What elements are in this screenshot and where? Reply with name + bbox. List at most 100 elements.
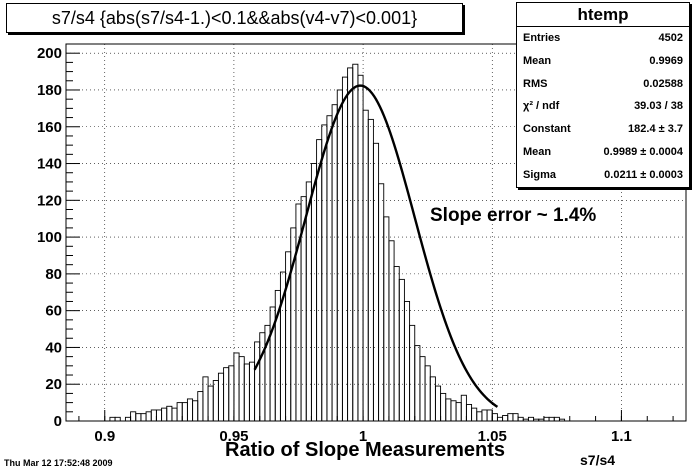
histogram-bin: [455, 402, 462, 422]
histogram-bin: [357, 74, 364, 422]
histogram-bin: [336, 89, 343, 422]
histogram-bin: [238, 356, 245, 422]
histogram-bin: [372, 142, 380, 422]
histogram-bin: [347, 67, 354, 422]
stats-value: 0.9969: [649, 54, 683, 67]
histogram-bin: [114, 416, 121, 422]
histogram-bin: [450, 400, 457, 422]
y-tick-label: 140: [37, 156, 62, 173]
histogram-bin: [109, 416, 116, 422]
stats-label: Sigma: [523, 168, 557, 181]
histogram-bin: [352, 63, 359, 422]
histogram-bin: [403, 301, 411, 422]
x-axis-title: Ratio of Slope Measurements: [225, 439, 506, 461]
tick-labels: 0.9 0.95 1 1.05 1.1 0 20 40 60 80 100 120 140 160 180 2…: [37, 45, 632, 445]
x-tick-label: 1.1: [611, 428, 632, 445]
histogram-bin: [166, 405, 173, 422]
histogram-bin: [124, 416, 132, 422]
stats-row-sigma: Sigma 0.0211 ± 0.0003: [517, 164, 689, 187]
stats-box: htemp Entries 4502 Mean 0.9969 RMS 0.025…: [516, 2, 690, 188]
stats-label: Constant: [523, 123, 571, 136]
histogram-bin: [429, 376, 436, 422]
stats-label: Entries: [523, 32, 561, 44]
histogram-bin: [476, 411, 483, 422]
histogram-bin: [388, 240, 395, 422]
histogram-bin: [321, 124, 328, 422]
histogram-bin: [181, 402, 188, 422]
histogram-bin: [527, 416, 535, 422]
histogram-bin: [512, 413, 519, 422]
histogram-bin: [393, 266, 400, 422]
plot-frame: [65, 43, 687, 422]
stats-row-fit-mean: Mean 0.9989 ± 0.0004: [517, 141, 689, 164]
histogram-bin: [316, 139, 323, 422]
histogram-bin: [502, 415, 509, 422]
stats-label: Mean: [523, 54, 552, 67]
histogram-bin: [310, 163, 318, 422]
histogram-bin: [507, 413, 514, 422]
histogram-bin: [543, 416, 550, 422]
y-tick-label: 0: [54, 413, 62, 430]
histogram-bin: [486, 409, 493, 422]
y-tick-label: 120: [37, 192, 62, 209]
histogram-bin: [259, 332, 266, 422]
histogram-bin: [248, 361, 256, 422]
x-tick-label: 0.9: [94, 428, 115, 445]
histogram-bin: [409, 324, 416, 422]
stats-row-rms: RMS 0.02588: [517, 73, 689, 96]
y-tick-label: 20: [45, 376, 62, 393]
histogram-bin: [217, 372, 225, 422]
stats-row-chi2: χ² / ndf 39.03 / 38: [517, 95, 689, 118]
stats-value: 39.03 / 38: [634, 100, 683, 113]
histogram-bin: [465, 403, 473, 422]
y-tick-label: 200: [37, 45, 62, 62]
histogram-bin: [434, 385, 442, 422]
histogram-bin: [202, 376, 209, 422]
histogram-bin: [150, 409, 157, 422]
stats-label: Mean: [523, 145, 552, 158]
y-tick-label: 100: [37, 229, 62, 246]
fit-curve-group: [253, 84, 499, 408]
timestamp: Thu Mar 12 17:52:48 2009: [4, 458, 113, 468]
stats-label: χ² / ndf: [523, 100, 560, 113]
y-tick-label: 80: [45, 266, 62, 283]
histogram-bin: [378, 183, 385, 422]
x-tick-label: 1: [359, 428, 367, 445]
histogram-bin: [331, 104, 338, 422]
histogram-bars: [109, 63, 566, 422]
histogram-bin: [383, 216, 390, 422]
histogram-bin: [130, 411, 137, 422]
axis-ticks: [66, 52, 674, 422]
histogram-bin: [228, 365, 235, 422]
stats-value: 4502: [658, 32, 683, 44]
stats-value: 0.0211 ± 0.0003: [604, 168, 683, 181]
stats-value: 182.4 ± 3.7: [628, 123, 683, 136]
stats-histogram-name: htemp: [517, 3, 689, 27]
histogram-bin: [326, 115, 333, 422]
histogram-bin: [243, 363, 250, 422]
histogram-bin: [305, 181, 312, 422]
x-tick-label: 0.95: [219, 428, 248, 445]
y-tick-label: 40: [45, 339, 62, 356]
x-tick-label: 1.05: [478, 428, 507, 445]
histogram-bin: [254, 341, 261, 422]
histogram-bin: [223, 367, 230, 422]
histogram-bin: [197, 391, 204, 422]
histogram-bin: [145, 411, 152, 422]
histogram-bin: [553, 416, 560, 422]
histogram-bin: [171, 407, 178, 422]
stats-row-entries: Entries 4502: [517, 27, 689, 50]
histogram-bin: [548, 416, 555, 422]
histogram-bin: [186, 398, 194, 422]
histogram-bin: [471, 407, 478, 422]
stats-row-constant: Constant 182.4 ± 3.7: [517, 118, 689, 141]
histogram-bin: [341, 76, 349, 422]
y-tick-label: 160: [37, 119, 62, 136]
y-tick-label: 60: [45, 303, 62, 320]
stats-value: 0.02588: [643, 77, 683, 90]
stats-value: 0.9989 ± 0.0004: [603, 145, 683, 158]
histogram-bin: [176, 402, 183, 422]
histogram-bin: [135, 413, 142, 422]
histogram-bin: [207, 385, 214, 422]
